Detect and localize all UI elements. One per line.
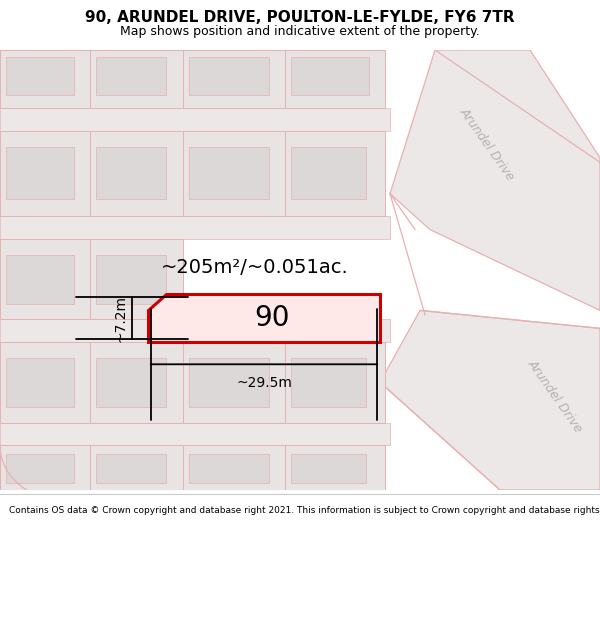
Text: 90: 90: [254, 304, 290, 332]
Text: Arundel Drive: Arundel Drive: [457, 106, 517, 183]
Bar: [183, 50, 285, 108]
Bar: [0, 422, 390, 445]
Bar: [90, 445, 183, 490]
Bar: [0, 216, 390, 239]
Polygon shape: [390, 50, 600, 311]
Bar: [189, 147, 269, 199]
Bar: [96, 255, 166, 304]
Bar: [0, 50, 90, 108]
Bar: [0, 445, 90, 490]
Bar: [90, 342, 183, 422]
Bar: [291, 147, 366, 199]
Bar: [6, 255, 74, 304]
Text: ~7.2m: ~7.2m: [113, 294, 127, 341]
Bar: [6, 147, 74, 199]
Text: Contains OS data © Crown copyright and database right 2021. This information is : Contains OS data © Crown copyright and d…: [9, 506, 600, 515]
Bar: [6, 358, 74, 408]
Bar: [90, 50, 183, 108]
Bar: [285, 131, 385, 216]
Bar: [291, 454, 366, 483]
Bar: [90, 131, 183, 216]
Text: 90, ARUNDEL DRIVE, POULTON-LE-FYLDE, FY6 7TR: 90, ARUNDEL DRIVE, POULTON-LE-FYLDE, FY6…: [85, 10, 515, 25]
Polygon shape: [380, 311, 600, 490]
Bar: [183, 445, 285, 490]
Bar: [6, 454, 74, 483]
Bar: [96, 358, 166, 408]
Bar: [0, 342, 90, 422]
Bar: [183, 342, 285, 422]
Bar: [285, 50, 385, 108]
Bar: [6, 57, 74, 95]
Bar: [0, 239, 90, 319]
Bar: [291, 358, 366, 408]
Bar: [291, 57, 369, 95]
Polygon shape: [0, 445, 60, 499]
Polygon shape: [148, 294, 380, 342]
Bar: [0, 131, 90, 216]
Bar: [0, 319, 390, 342]
Text: Map shows position and indicative extent of the property.: Map shows position and indicative extent…: [120, 24, 480, 38]
Bar: [0, 108, 390, 131]
Bar: [90, 239, 183, 319]
Bar: [96, 147, 166, 199]
Bar: [96, 57, 166, 95]
Bar: [285, 342, 385, 422]
Bar: [189, 57, 269, 95]
Bar: [96, 454, 166, 483]
Text: Arundel Drive: Arundel Drive: [525, 357, 585, 434]
Bar: [285, 445, 385, 490]
Bar: [189, 454, 269, 483]
Text: ~205m²/~0.051ac.: ~205m²/~0.051ac.: [161, 258, 349, 277]
Text: ~29.5m: ~29.5m: [236, 376, 292, 390]
Bar: [189, 358, 269, 408]
Bar: [183, 131, 285, 216]
